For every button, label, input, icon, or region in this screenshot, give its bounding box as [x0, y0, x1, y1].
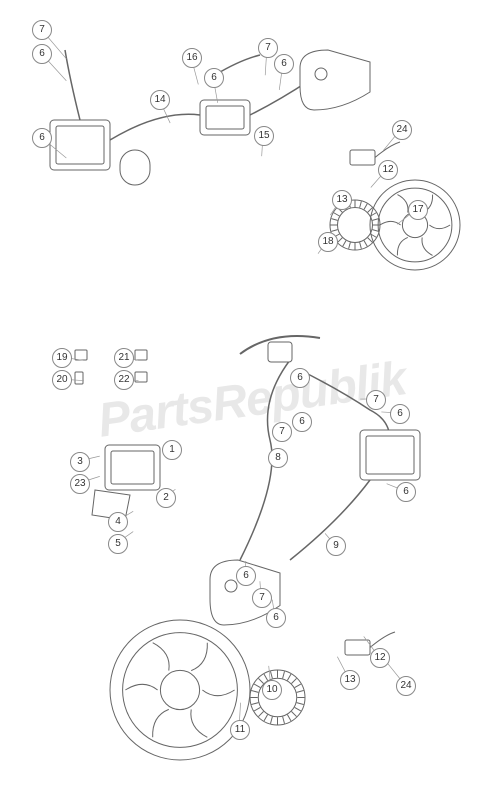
- callout-2: 2: [156, 488, 176, 508]
- lever-assy: [240, 336, 320, 362]
- callout-6: 6: [204, 68, 224, 88]
- callout-4: 4: [108, 512, 128, 532]
- connector-a: [75, 350, 87, 360]
- callout-7: 7: [272, 422, 292, 442]
- callout-16: 16: [182, 48, 202, 68]
- callout-12: 12: [378, 160, 398, 180]
- callout-20: 20: [52, 370, 72, 390]
- callout-6: 6: [32, 128, 52, 148]
- callout-12: 12: [370, 648, 390, 668]
- callout-11: 11: [230, 720, 250, 740]
- callout-15: 15: [254, 126, 274, 146]
- callout-24: 24: [392, 120, 412, 140]
- rotor-top: [370, 180, 460, 270]
- connector-c: [135, 350, 147, 360]
- rotor-bottom: [110, 620, 250, 760]
- callout-6: 6: [292, 412, 312, 432]
- master-cyl-top: [200, 100, 250, 135]
- callout-21: 21: [114, 348, 134, 368]
- callout-19: 19: [52, 348, 72, 368]
- callout-13: 13: [332, 190, 352, 210]
- callout-6: 6: [266, 608, 286, 628]
- callout-23: 23: [70, 474, 90, 494]
- callout-5: 5: [108, 534, 128, 554]
- callout-7: 7: [258, 38, 278, 58]
- callout-14: 14: [150, 90, 170, 110]
- callout-10: 10: [262, 680, 282, 700]
- callout-8: 8: [268, 448, 288, 468]
- callout-3: 3: [70, 452, 90, 472]
- callout-24: 24: [396, 676, 416, 696]
- abs-module-top: [50, 120, 110, 170]
- parts-diagram-svg: [0, 0, 504, 800]
- callout-6: 6: [32, 44, 52, 64]
- callout-6: 6: [290, 368, 310, 388]
- callout-17: 17: [408, 200, 428, 220]
- abs-module-bottom: [105, 445, 160, 490]
- callout-7: 7: [32, 20, 52, 40]
- callout-6: 6: [236, 566, 256, 586]
- callout-22: 22: [114, 370, 134, 390]
- callout-18: 18: [318, 232, 338, 252]
- abs-module-right: [360, 430, 420, 480]
- callout-7: 7: [252, 588, 272, 608]
- connector-b: [75, 372, 83, 384]
- callout-6: 6: [274, 54, 294, 74]
- callout-6: 6: [396, 482, 416, 502]
- callout-13: 13: [340, 670, 360, 690]
- caliper-top: [300, 50, 370, 110]
- callout-9: 9: [326, 536, 346, 556]
- reservoir-top: [120, 150, 150, 185]
- callout-1: 1: [162, 440, 182, 460]
- callout-6: 6: [390, 404, 410, 424]
- callout-7: 7: [366, 390, 386, 410]
